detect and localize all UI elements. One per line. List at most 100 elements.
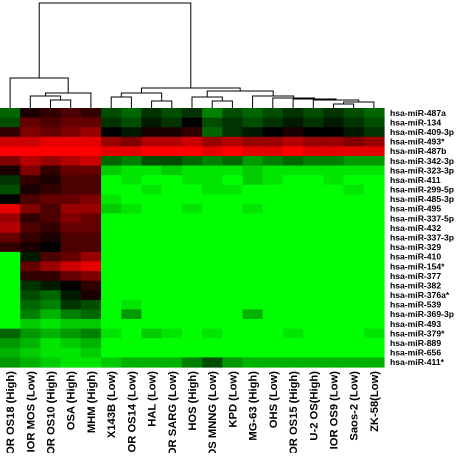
heatmap-cell [262, 213, 284, 224]
heatmap-cell [303, 165, 324, 176]
heatmap-cell [202, 338, 223, 349]
heatmap-cell [262, 357, 284, 368]
heatmap-cell [363, 146, 385, 157]
heatmap-cell [121, 108, 143, 119]
heatmap-cell [242, 328, 264, 339]
heatmap-cell [141, 242, 163, 253]
heatmap-cell [121, 203, 143, 215]
heatmap-cell [121, 319, 143, 330]
heatmap-cell [282, 280, 304, 291]
heatmap-cell [80, 127, 102, 138]
heatmap-cell [282, 232, 304, 243]
row-label: hsa-miR-369-3p [390, 309, 454, 319]
column-label: IOR OS18 (High) [5, 371, 17, 453]
column-label: IOR OS9 (Low) [328, 371, 340, 450]
dendrogram-link [110, 96, 132, 108]
heatmap-cell [20, 184, 42, 195]
heatmap-cell [181, 127, 203, 138]
heatmap-cell [303, 242, 324, 253]
heatmap-cell [282, 184, 304, 195]
heatmap-cell [181, 271, 203, 282]
heatmap-cell [222, 271, 244, 282]
heatmap-cell [262, 328, 284, 339]
heatmap-cell [303, 213, 324, 224]
heatmap-cell [20, 328, 42, 339]
heatmap-cell [363, 155, 385, 167]
heatmap-cell [0, 136, 21, 147]
row-labels: hsa-miR-487ahsa-miR-134hsa-miR-409-3phsa… [390, 108, 454, 367]
heatmap-cell [40, 146, 62, 157]
heatmap-cell [323, 117, 345, 128]
heatmap-cell [222, 328, 244, 339]
heatmap-cell [303, 223, 324, 234]
heatmap-cell [363, 290, 385, 301]
heatmap-cell [242, 338, 264, 349]
heatmap-cell [242, 213, 264, 224]
heatmap-cell [303, 194, 324, 205]
heatmap-cell [363, 357, 385, 368]
heatmap-cell [60, 251, 82, 263]
row-label: hsa-miR-432 [390, 223, 441, 233]
heatmap-cell [161, 242, 183, 253]
heatmap-cell [262, 194, 284, 205]
row-label: hsa-miR-495 [390, 204, 441, 214]
heatmap-cell [323, 223, 345, 234]
heatmap-cell [222, 338, 244, 349]
heatmap-cell [363, 347, 385, 358]
heatmap-cell [161, 175, 183, 186]
heatmap-cell [222, 203, 244, 215]
heatmap-cell [161, 251, 183, 263]
heatmap-cell [161, 184, 183, 195]
heatmap-cell [60, 299, 82, 311]
dendrogram-link [211, 100, 233, 108]
heatmap-cell [161, 232, 183, 243]
heatmap-cell [121, 357, 143, 368]
heatmap-cell [101, 117, 122, 128]
heatmap-cell [40, 184, 62, 195]
heatmap-cell [262, 271, 284, 282]
heatmap-cell [242, 232, 264, 243]
heatmap-cell [262, 127, 284, 138]
row-label: hsa-miR-382 [390, 280, 441, 290]
heatmap-cell [262, 117, 284, 128]
heatmap-cell [60, 213, 82, 224]
heatmap-cell [242, 184, 264, 195]
heatmap-cell [222, 319, 244, 330]
heatmap-cell [202, 108, 223, 119]
heatmap-cell [222, 347, 244, 358]
heatmap-cell [222, 155, 244, 167]
heatmap-cell [323, 175, 345, 186]
heatmap-cell [242, 299, 264, 311]
heatmap-cell [363, 261, 385, 272]
heatmap-cell [222, 242, 244, 253]
heatmap-cell [101, 194, 122, 205]
heatmap-cell [40, 194, 62, 205]
heatmap-cell [60, 165, 82, 176]
heatmap-cell [363, 328, 385, 339]
row-label: hsa-miR-409-3p [390, 127, 454, 137]
heatmap-cell [40, 319, 62, 330]
heatmap-cell [363, 194, 385, 205]
heatmap-cell [323, 338, 345, 349]
heatmap-cell [121, 194, 143, 205]
heatmap-cell [181, 108, 203, 119]
heatmap-cell [101, 319, 122, 330]
heatmap-cell [0, 242, 21, 253]
heatmap-cell [161, 309, 183, 320]
heatmap-cell [181, 338, 203, 349]
heatmap-cell [40, 203, 62, 215]
heatmap-cell [60, 175, 82, 186]
heatmap-cell [181, 251, 203, 263]
heatmap-cell [222, 232, 244, 243]
heatmap-cell [282, 223, 304, 234]
heatmap-cell [161, 203, 183, 215]
heatmap-cell [242, 127, 264, 138]
heatmap-cell [343, 155, 365, 167]
heatmap-cell [242, 108, 264, 119]
heatmap-cell [363, 242, 385, 253]
heatmap-cell [0, 165, 21, 176]
heatmap-cell [101, 155, 122, 167]
heatmap-cell [262, 175, 284, 186]
heatmap-cell [262, 223, 284, 234]
heatmap-cell [141, 251, 163, 263]
